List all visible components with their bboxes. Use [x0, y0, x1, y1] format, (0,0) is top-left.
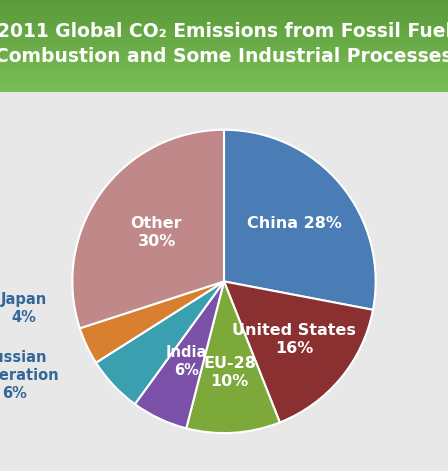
Bar: [0, 37, 448, 39]
Bar: [0, 41, 448, 44]
Wedge shape: [72, 130, 224, 328]
Bar: [0, 23, 448, 25]
Bar: [0, 32, 448, 34]
Text: Japan
4%: Japan 4%: [1, 292, 47, 325]
Bar: [0, 85, 448, 87]
Bar: [0, 64, 448, 66]
Bar: [0, 62, 448, 65]
Bar: [0, 73, 448, 76]
Bar: [0, 50, 448, 53]
Bar: [0, 83, 448, 85]
Bar: [0, 46, 448, 48]
Wedge shape: [186, 282, 280, 433]
Bar: [0, 16, 448, 18]
Bar: [0, 87, 448, 89]
Bar: [0, 30, 448, 32]
Wedge shape: [135, 282, 224, 428]
Bar: [0, 66, 448, 69]
Wedge shape: [224, 282, 373, 422]
Text: United States
16%: United States 16%: [232, 323, 356, 356]
Bar: [0, 0, 448, 2]
Bar: [0, 48, 448, 50]
Bar: [0, 53, 448, 55]
Text: 2011 Global CO₂ Emissions from Fossil Fuel
Combustion and Some Industrial Proces: 2011 Global CO₂ Emissions from Fossil Fu…: [0, 22, 448, 66]
Bar: [0, 7, 448, 9]
Bar: [0, 71, 448, 73]
Bar: [0, 34, 448, 37]
Bar: [0, 55, 448, 57]
Text: India
6%: India 6%: [166, 344, 207, 378]
Text: Russian
Federation
6%: Russian Federation 6%: [0, 350, 60, 401]
Bar: [0, 25, 448, 27]
Bar: [0, 78, 448, 81]
Text: EU-28
10%: EU-28 10%: [203, 356, 256, 389]
Bar: [0, 5, 448, 7]
Wedge shape: [96, 282, 224, 404]
Bar: [0, 44, 448, 46]
Bar: [0, 9, 448, 11]
Bar: [0, 2, 448, 5]
Bar: [0, 69, 448, 71]
Bar: [0, 39, 448, 41]
Bar: [0, 18, 448, 21]
Bar: [0, 14, 448, 16]
Bar: [0, 27, 448, 30]
Bar: [0, 76, 448, 78]
Bar: [0, 21, 448, 23]
Wedge shape: [80, 282, 224, 363]
Bar: [0, 60, 448, 62]
Bar: [0, 11, 448, 14]
Bar: [0, 81, 448, 83]
Text: Other
30%: Other 30%: [131, 216, 182, 249]
Wedge shape: [224, 130, 376, 310]
Bar: [0, 57, 448, 60]
Bar: [0, 89, 448, 92]
Text: China 28%: China 28%: [247, 216, 341, 231]
